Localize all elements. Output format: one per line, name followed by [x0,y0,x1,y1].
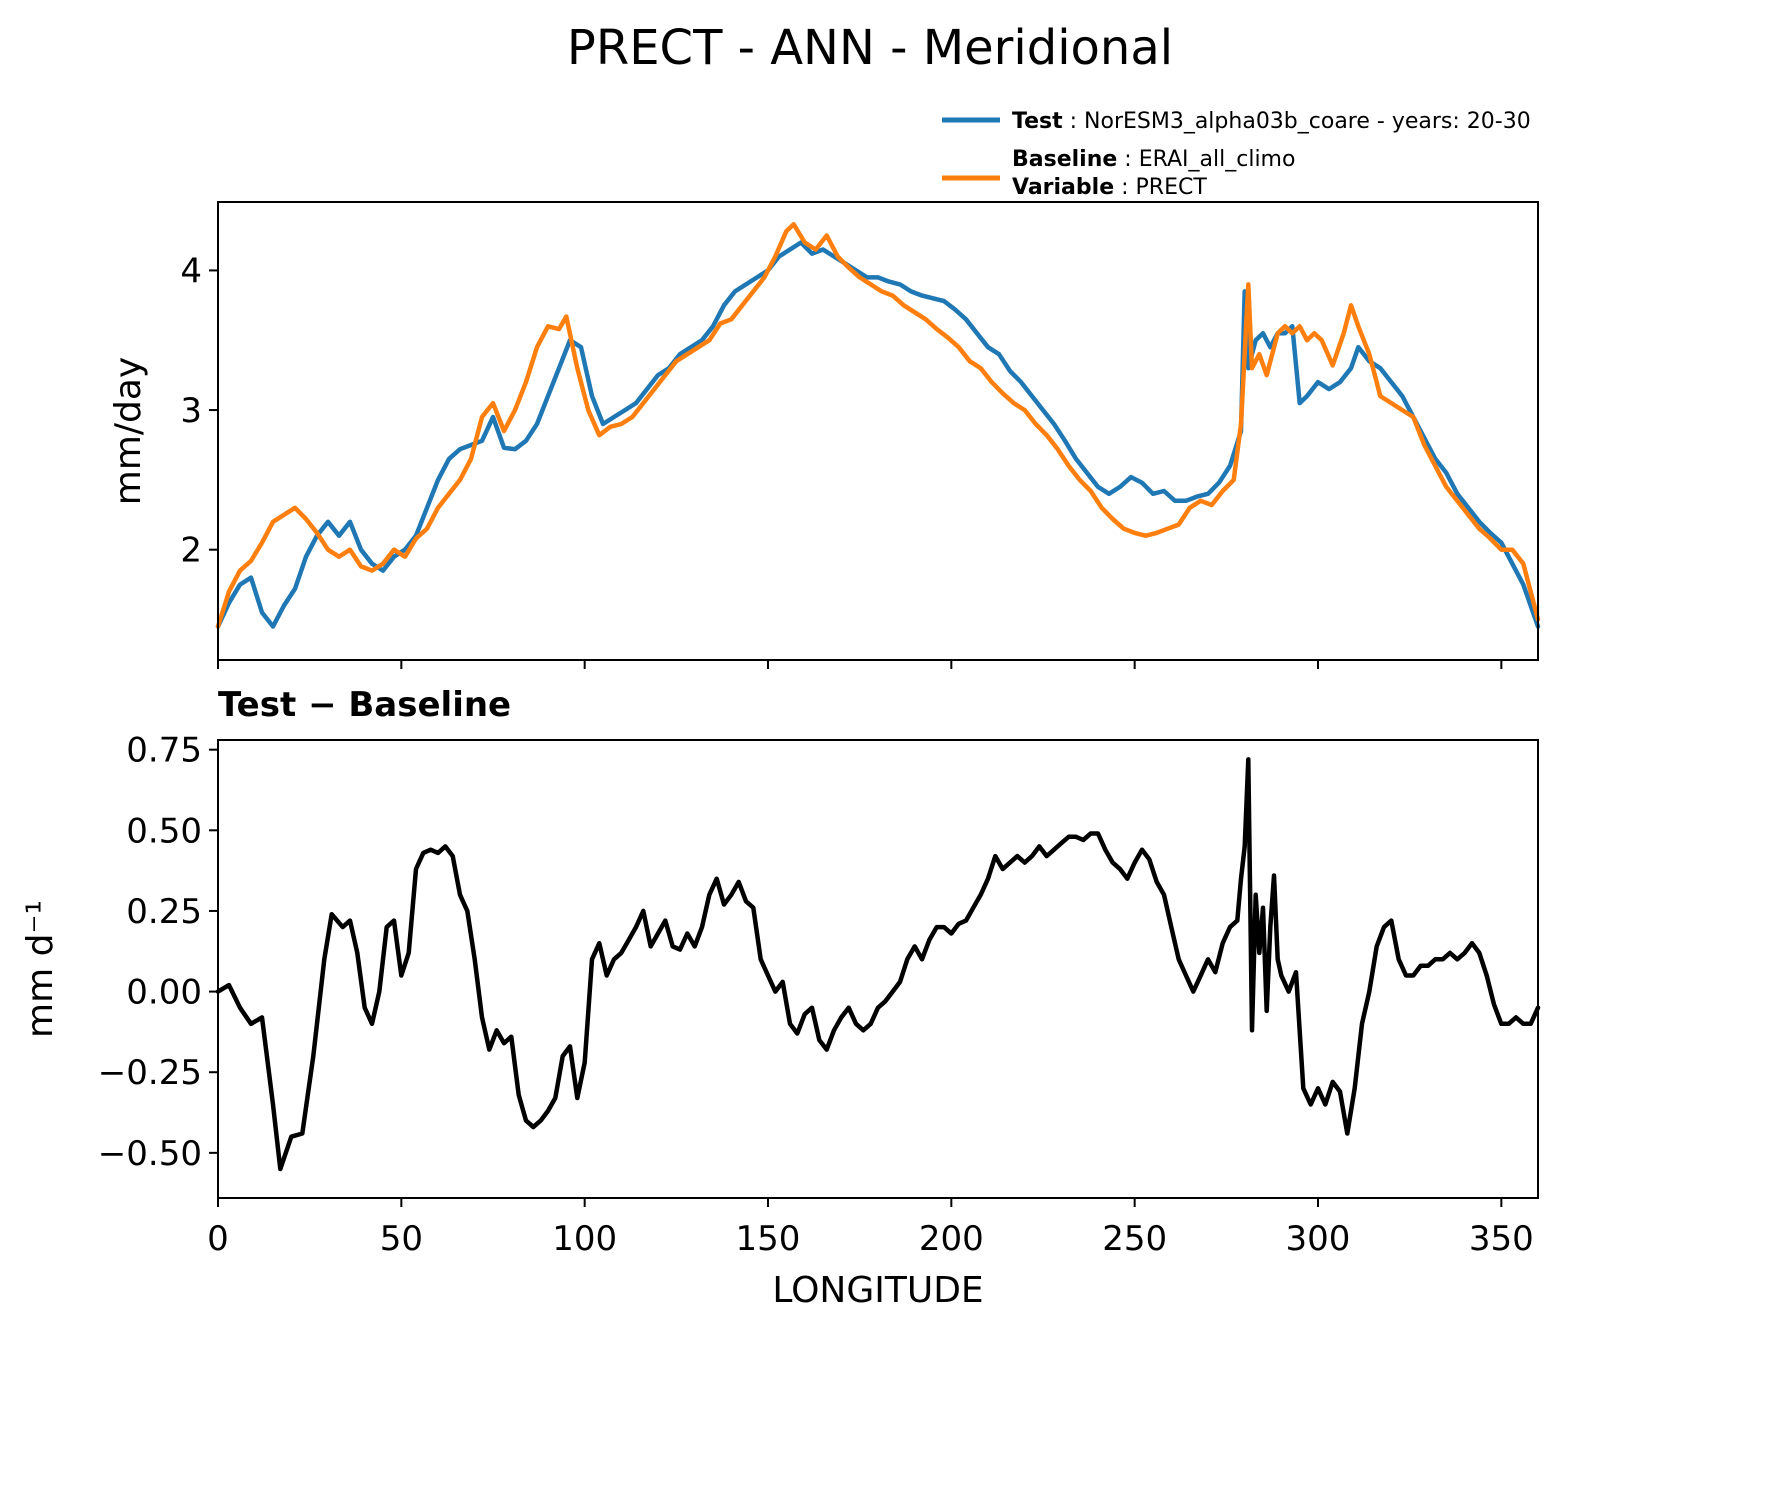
bottom-y-axis-label: mm d⁻¹ [20,900,61,1038]
figure-title: PRECT - ANN - Meridional [567,20,1173,76]
x-tick-label: 350 [1469,1219,1534,1259]
legend-test-value: : NorESM3_alpha03b_coare - years: 20-30 [1063,109,1531,134]
series-line-1 [215,222,1541,629]
x-tick-label: 100 [552,1219,617,1259]
x-tick-label: 200 [919,1219,984,1259]
legend-baseline-entry: Baseline : ERAI_all_climo [1012,147,1295,172]
top-panel: 2 3 4 [180,201,1541,669]
legend-variable-key: Variable [1012,175,1114,200]
y-tick-label: 0.50 [126,811,202,851]
y-tick-label: −0.50 [98,1134,202,1174]
y-tick-label: 3 [180,391,202,431]
x-tick-label: 50 [380,1219,423,1259]
axes-frame [217,739,1539,1199]
x-tick-label: 250 [1102,1219,1167,1259]
y-tick-label: −0.25 [98,1053,202,1093]
series-line-0 [215,757,1541,1172]
x-tick-label: 0 [207,1219,229,1259]
legend-baseline-key: Baseline [1012,147,1117,172]
y-tick-label: 2 [180,531,202,571]
y-tick-label: 0.75 [126,731,202,771]
legend-variable-value: : PRECT [1114,175,1207,200]
bottom-panel: −0.50 −0.25 0.00 0.25 0.50 0.75 0 50 100 150 200 25… [98,731,1541,1259]
x-tick-label: 150 [736,1219,801,1259]
legend: Test : NorESM3_alpha03b_coare - years: 2… [942,109,1531,200]
y-tick-label: 0.00 [126,973,202,1013]
axes-frame [217,201,1539,661]
y-tick-label: 0.25 [126,892,202,932]
bottom-panel-title: Test − Baseline [218,685,511,725]
legend-variable-entry: Variable : PRECT [1012,175,1207,200]
y-tick-label: 4 [180,251,202,291]
x-tick-label: 300 [1286,1219,1351,1259]
top-y-axis-label: mm/day [108,357,149,505]
legend-baseline-value: : ERAI_all_climo [1117,147,1295,172]
legend-test-key: Test [1012,109,1063,134]
x-axis-label: LONGITUDE [772,1270,983,1311]
series-line-0 [215,240,1541,629]
legend-test-entry: Test : NorESM3_alpha03b_coare - years: 2… [1012,109,1531,134]
